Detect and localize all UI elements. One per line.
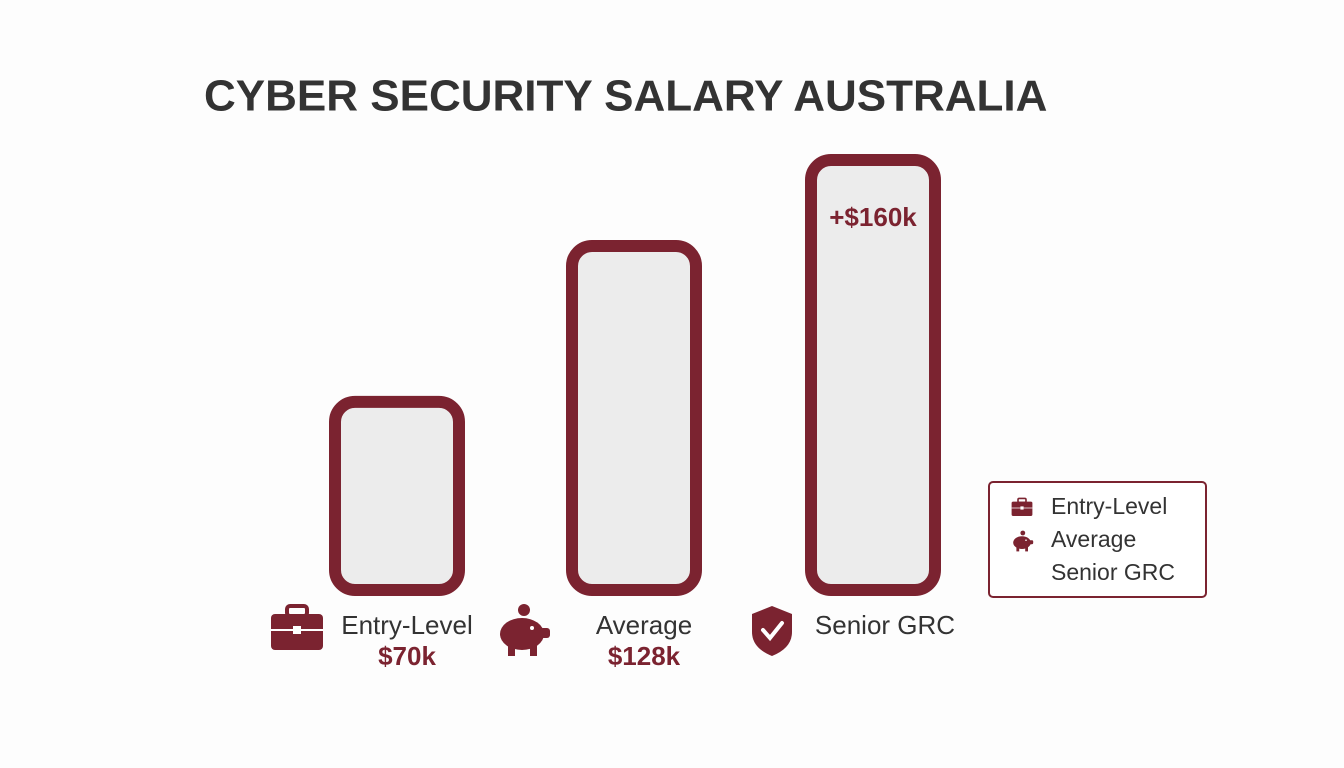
x-tick-label: Senior GRC [815, 610, 955, 640]
icon-part [1025, 539, 1027, 541]
x-tick-label: Entry-Level [341, 610, 473, 640]
chart-title: CYBER SECURITY SALARY AUSTRALIA [204, 72, 1047, 121]
icon-part [508, 644, 515, 656]
value-label: +$160k [829, 202, 917, 232]
value-label: $128k [608, 641, 681, 671]
icon-part [761, 621, 784, 642]
category-icon [752, 606, 792, 656]
bar [805, 154, 941, 596]
category-icon [271, 604, 323, 650]
bar [566, 240, 702, 596]
icon-part [530, 644, 537, 656]
icon-part [1013, 536, 1031, 549]
icon-part [500, 618, 544, 650]
icon-part [285, 604, 309, 618]
icon-part [1020, 530, 1026, 536]
category-icon [500, 604, 550, 656]
icon-part [518, 604, 530, 616]
x-tick-label: Average [596, 610, 692, 640]
legend-label: Senior GRC [1051, 559, 1175, 585]
icon-part [1016, 546, 1020, 552]
icon-part [1029, 540, 1034, 545]
legend-label: Entry-Level [1051, 493, 1167, 519]
icon-part [1020, 506, 1024, 510]
icon-part [540, 628, 550, 638]
legend-icon [1013, 530, 1034, 552]
legend-label: Average [1051, 526, 1136, 552]
icon-part [752, 606, 792, 656]
icon-part [293, 626, 301, 634]
icon-part [530, 626, 534, 630]
legend-icon [1011, 497, 1033, 516]
value-label: $70k [378, 641, 436, 671]
icon-part [1025, 546, 1028, 552]
icon-part [1017, 497, 1027, 504]
legend-box [988, 481, 1207, 598]
bar [329, 395, 465, 596]
